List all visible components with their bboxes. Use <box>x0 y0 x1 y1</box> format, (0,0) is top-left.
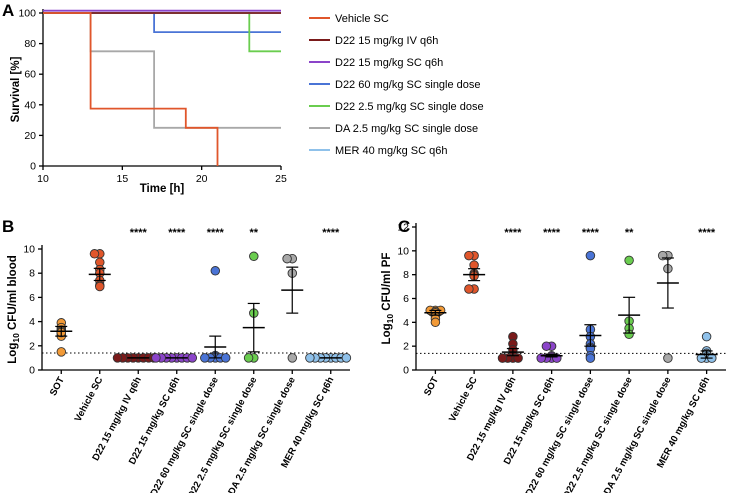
x-tick-label: 25 <box>275 173 287 185</box>
y-tick-label: 12 <box>397 222 409 234</box>
category-label: D22 2.5 mg/kg SC single dose <box>561 375 635 493</box>
x-axis-title: Time [h] <box>140 183 185 195</box>
significance-label: ** <box>249 227 258 239</box>
legend-entry: MER 40 mg/kg SC q6h <box>335 145 448 157</box>
data-point <box>341 353 352 363</box>
panel-a: A 0 20 40 60 80 100 10 15 20 25 Time [h] Survival [%… <box>2 1 484 195</box>
y-tick-label: 0 <box>403 365 409 377</box>
y-axis-title-sub: 10 <box>385 314 395 324</box>
significance-label: **** <box>543 227 561 239</box>
data-point <box>585 353 596 363</box>
y-axis-title-unit: CFU/ml PF <box>381 253 393 314</box>
y-tick-label: 20 <box>24 130 36 142</box>
data-point <box>430 317 441 328</box>
x-tick-label: 20 <box>196 173 208 185</box>
y-axis-title: Survival [%] <box>10 56 22 122</box>
legend-entry: D22 15 mg/kg SC q6h <box>335 57 443 69</box>
y-tick-label: 60 <box>24 69 36 81</box>
legend-entry: Vehicle SC <box>335 13 389 25</box>
y-tick-label: 10 <box>23 244 35 256</box>
category-label: D22 60 mg/kg SC single dose <box>524 375 596 493</box>
y-tick-label: 8 <box>403 269 409 281</box>
panel-label-a: A <box>2 1 14 20</box>
data-point <box>497 353 508 363</box>
data-point <box>112 353 123 363</box>
y-axis-title: Log10 CFU/ml PF <box>381 253 395 345</box>
y-tick-label: 0 <box>29 365 35 377</box>
y-axis-title-unit: CFU/ml blood <box>7 255 19 333</box>
data-point <box>513 353 523 363</box>
significance-label: **** <box>698 227 716 239</box>
category-label: D22 2.5 mg/kg SC single dose <box>186 375 260 493</box>
data-point <box>200 353 210 363</box>
significance-label: **** <box>322 227 340 239</box>
series-line-vehicle <box>43 12 219 166</box>
data-point <box>287 353 298 363</box>
significance-label: **** <box>504 227 522 239</box>
category-label: SOT <box>48 375 67 398</box>
data-point <box>305 353 315 363</box>
category-label: D22 60 mg/kg SC single dose <box>149 375 221 493</box>
x-tick-label: 10 <box>37 173 49 185</box>
data-point <box>657 250 668 261</box>
category-label: DA 2.5 mg/kg SC single dose <box>602 375 674 493</box>
data-point <box>624 255 634 266</box>
significance-label: **** <box>130 227 148 239</box>
y-tick-label: 8 <box>29 268 35 280</box>
significance-label: **** <box>207 227 225 239</box>
category-label: DA 2.5 mg/kg SC single dose <box>226 375 298 493</box>
series-line-da <box>43 12 281 129</box>
significance-label: ** <box>625 227 634 239</box>
panel-label-b: B <box>2 217 14 236</box>
data-point <box>663 353 673 363</box>
data-point <box>541 341 552 351</box>
data-point <box>282 253 292 264</box>
series-line-d22_60 <box>43 12 281 33</box>
data-point <box>464 284 474 294</box>
y-tick-label: 10 <box>397 245 409 257</box>
y-axis-title-log: Log <box>381 323 393 344</box>
category-label: Vehicle SC <box>447 375 480 424</box>
y-tick-label: 2 <box>403 341 409 353</box>
panel-label-c: C <box>398 217 410 236</box>
legend-entry: D22 60 mg/kg SC single dose <box>335 79 481 91</box>
significance-label: **** <box>582 227 600 239</box>
legend: Vehicle SC D22 15 mg/kg IV q6h D22 15 mg/k… <box>309 13 484 157</box>
data-point <box>701 331 712 342</box>
data-point <box>585 250 596 261</box>
y-tick-label: 80 <box>24 38 36 50</box>
data-point <box>464 250 474 261</box>
x-tick-label: 15 <box>116 173 128 185</box>
y-tick-label: 100 <box>18 8 36 20</box>
y-tick-label: 6 <box>403 293 409 305</box>
y-tick-label: 0 <box>30 161 36 173</box>
y-tick-label: 4 <box>29 316 35 328</box>
data-point <box>95 281 105 292</box>
y-axis-title-sub: 10 <box>11 333 21 343</box>
data-point <box>210 266 221 276</box>
y-axis-title: Log10 CFU/ml blood <box>7 255 21 363</box>
y-tick-label: 6 <box>29 292 35 304</box>
legend-entry: D22 15 mg/kg IV q6h <box>335 35 438 47</box>
significance-label: **** <box>168 227 186 239</box>
data-point <box>151 353 161 363</box>
y-tick-label: 40 <box>24 99 36 111</box>
data-point <box>249 251 259 262</box>
legend-entry: D22 2.5 mg/kg SC single dose <box>335 101 484 113</box>
data-point <box>220 353 231 363</box>
data-point <box>89 249 100 259</box>
data-point <box>243 353 254 363</box>
legend-entry: DA 2.5 mg/kg SC single dose <box>335 123 478 135</box>
y-tick-label: 4 <box>403 317 409 329</box>
category-label: SOT <box>422 375 441 398</box>
y-tick-label: 2 <box>29 340 35 352</box>
category-label: Vehicle SC <box>73 375 106 424</box>
data-point <box>56 347 67 357</box>
data-point <box>187 353 198 363</box>
y-axis-title-log: Log <box>7 343 19 364</box>
